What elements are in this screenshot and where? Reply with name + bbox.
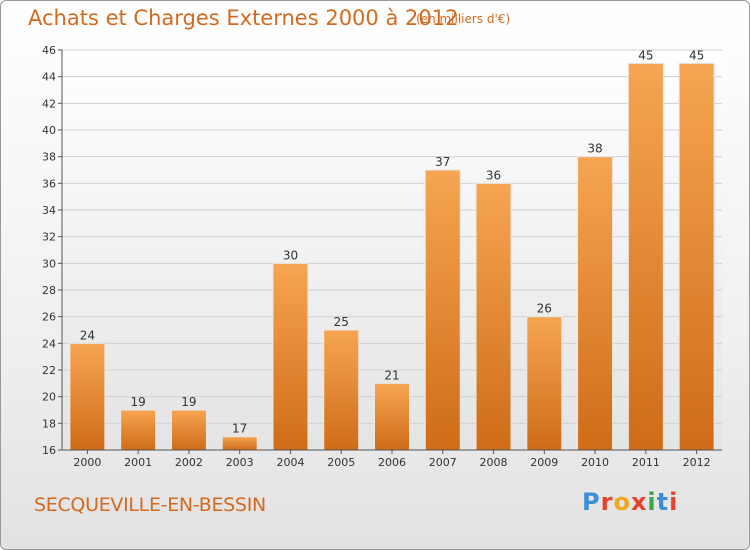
bar-value-label: 19 <box>181 395 196 409</box>
bar-value-label: 24 <box>80 328 95 342</box>
chart-unit: (en milliers d'€) <box>416 12 511 26</box>
x-tick-label: 2001 <box>124 456 152 469</box>
x-tick-label: 2004 <box>276 456 304 469</box>
bar-2006 <box>374 382 410 451</box>
bar-value-label: 21 <box>384 368 399 382</box>
y-tick-label: 28 <box>42 284 56 297</box>
y-tick-label: 36 <box>42 177 56 190</box>
y-tick-label: 18 <box>42 417 56 430</box>
y-tick-label: 20 <box>42 391 56 404</box>
bar-2007 <box>424 169 461 451</box>
bar-2009 <box>526 316 563 451</box>
x-tick-label: 2005 <box>327 456 355 469</box>
bar-2005 <box>323 329 360 451</box>
y-tick-label: 24 <box>42 337 56 350</box>
bar-value-label: 26 <box>537 302 552 316</box>
y-tick-label: 16 <box>42 444 56 457</box>
bar-value-label: 45 <box>638 48 653 62</box>
bar-2001 <box>120 409 157 451</box>
x-tick-label: 2009 <box>530 456 558 469</box>
bar-value-label: 36 <box>486 168 501 182</box>
bar-2010 <box>577 156 614 451</box>
y-tick-label: 34 <box>42 204 56 217</box>
y-tick-label: 38 <box>42 151 56 164</box>
y-tick-label: 32 <box>42 231 56 244</box>
bar-2012 <box>678 62 715 451</box>
bar-2003 <box>221 436 258 451</box>
bar-value-label: 19 <box>131 395 146 409</box>
x-tick-label: 2007 <box>429 456 457 469</box>
logo-letter: P <box>582 488 601 516</box>
x-tick-label: 2002 <box>175 456 203 469</box>
y-tick-label: 40 <box>42 124 56 137</box>
y-tick-label: 42 <box>42 97 56 110</box>
bar-value-label: 45 <box>689 48 704 62</box>
x-tick-label: 2011 <box>632 456 660 469</box>
bar-value-label: 38 <box>587 142 602 156</box>
bar-value-label: 30 <box>283 248 298 262</box>
bar-2004 <box>272 262 309 451</box>
bar-2002 <box>170 409 207 451</box>
bar-2000 <box>69 342 106 451</box>
y-tick-label: 44 <box>42 71 56 84</box>
logo-letter: i <box>669 488 679 516</box>
bar-value-label: 37 <box>435 155 450 169</box>
x-tick-label: 2003 <box>226 456 254 469</box>
x-tick-label: 2010 <box>581 456 609 469</box>
x-tick-label: 2008 <box>480 456 508 469</box>
y-tick-label: 26 <box>42 311 56 324</box>
x-tick-label: 2000 <box>73 456 101 469</box>
x-tick-label: 2012 <box>683 456 711 469</box>
bar-value-label: 25 <box>334 315 349 329</box>
x-tick-label: 2006 <box>378 456 406 469</box>
proxiti-logo: Proxiti <box>582 488 678 516</box>
y-tick-label: 22 <box>42 364 56 377</box>
logo-letter: t <box>656 488 670 516</box>
logo-letter: r <box>600 488 614 516</box>
chart-title: Achats et Charges Externes 2000 à 2012 <box>28 6 459 30</box>
bar-2011 <box>627 62 664 451</box>
y-tick-label: 46 <box>42 44 56 57</box>
bar-2008 <box>475 182 512 451</box>
logo-letter: o <box>613 488 631 516</box>
y-tick-label: 30 <box>42 257 56 270</box>
logo-letter: i <box>647 488 657 516</box>
logo-letter: x <box>630 488 648 516</box>
bar-value-label: 17 <box>232 422 247 436</box>
place-name: SECQUEVILLE-EN-BESSIN <box>34 494 266 516</box>
